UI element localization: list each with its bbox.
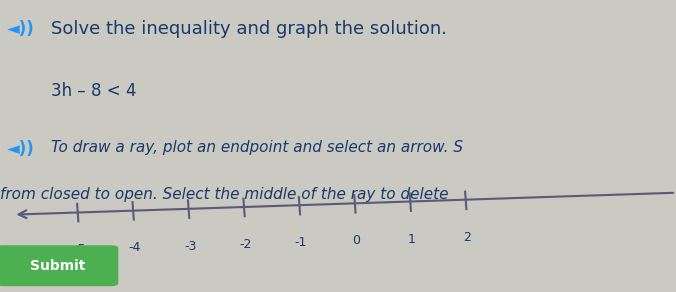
Text: 2: 2 [464, 231, 471, 244]
Text: -1: -1 [295, 236, 308, 249]
Text: -5: -5 [73, 243, 86, 256]
Text: To draw a ray, plot an endpoint and select an arrow. S: To draw a ray, plot an endpoint and sele… [51, 140, 462, 155]
FancyBboxPatch shape [0, 245, 118, 286]
Text: -2: -2 [239, 238, 252, 251]
Text: from closed to open. Select the middle of the ray to delete: from closed to open. Select the middle o… [0, 187, 448, 202]
Text: 1: 1 [408, 233, 416, 246]
Text: 0: 0 [352, 234, 360, 248]
Text: ◄)): ◄)) [7, 20, 34, 39]
Text: -4: -4 [128, 241, 141, 254]
Text: Solve the inequality and graph the solution.: Solve the inequality and graph the solut… [51, 20, 447, 39]
Text: -3: -3 [184, 240, 197, 253]
Text: 3h – 8 < 4: 3h – 8 < 4 [51, 82, 136, 100]
Text: Submit: Submit [30, 259, 85, 273]
Text: ◄)): ◄)) [7, 140, 34, 158]
